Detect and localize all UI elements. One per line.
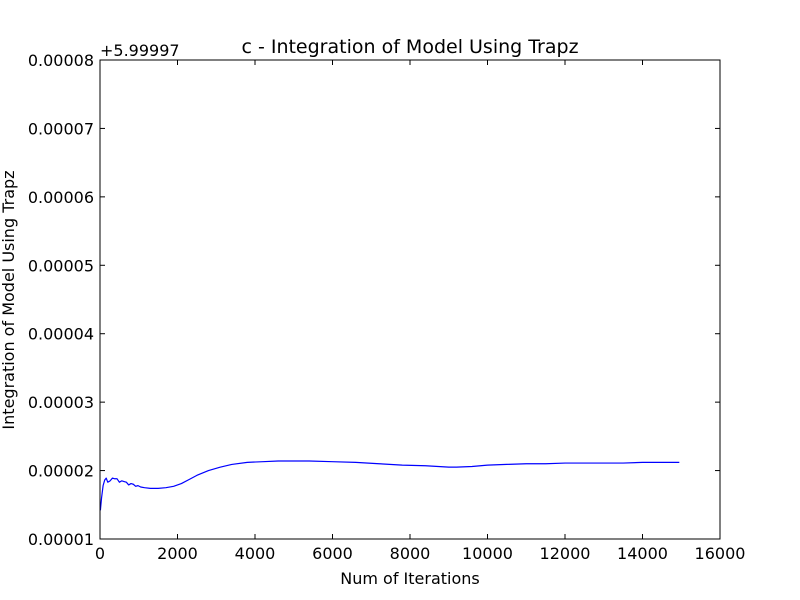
y-tick-label: 0.00003	[28, 393, 94, 412]
y-axis-label: Integration of Model Using Trapz	[0, 170, 18, 429]
series-line	[99, 460, 680, 511]
x-tick-label: 0	[95, 544, 105, 563]
plot-frame	[99, 59, 721, 540]
tick-labels: 0 2000 4000 6000 8000 10000 12000 14000 16000 0.0…	[28, 51, 746, 563]
y-tick-label: 0.00006	[28, 188, 94, 207]
x-tick-label: 6000	[312, 544, 353, 563]
x-tick-label: 12000	[540, 544, 591, 563]
y-tick-label: 0.00005	[28, 256, 94, 275]
x-tick-label: 10000	[462, 544, 513, 563]
y-tick-label: 0.00002	[28, 462, 94, 481]
y-tick-label: 0.00001	[28, 530, 94, 549]
y-tick-label: 0.00007	[28, 119, 94, 138]
x-tick-label: 14000	[617, 544, 668, 563]
x-tick-label: 8000	[390, 544, 431, 563]
y-offset-label: +5.99997	[100, 41, 180, 60]
x-tick-label: 2000	[157, 544, 198, 563]
x-axis-label: Num of Iterations	[340, 569, 480, 588]
series-layer	[99, 460, 680, 511]
chart-title: c - Integration of Model Using Trapz	[241, 36, 578, 58]
x-tick-label: 4000	[235, 544, 276, 563]
y-tick-label: 0.00004	[28, 325, 94, 344]
x-tick-label: 16000	[695, 544, 746, 563]
y-tick-label: 0.00008	[28, 51, 94, 70]
